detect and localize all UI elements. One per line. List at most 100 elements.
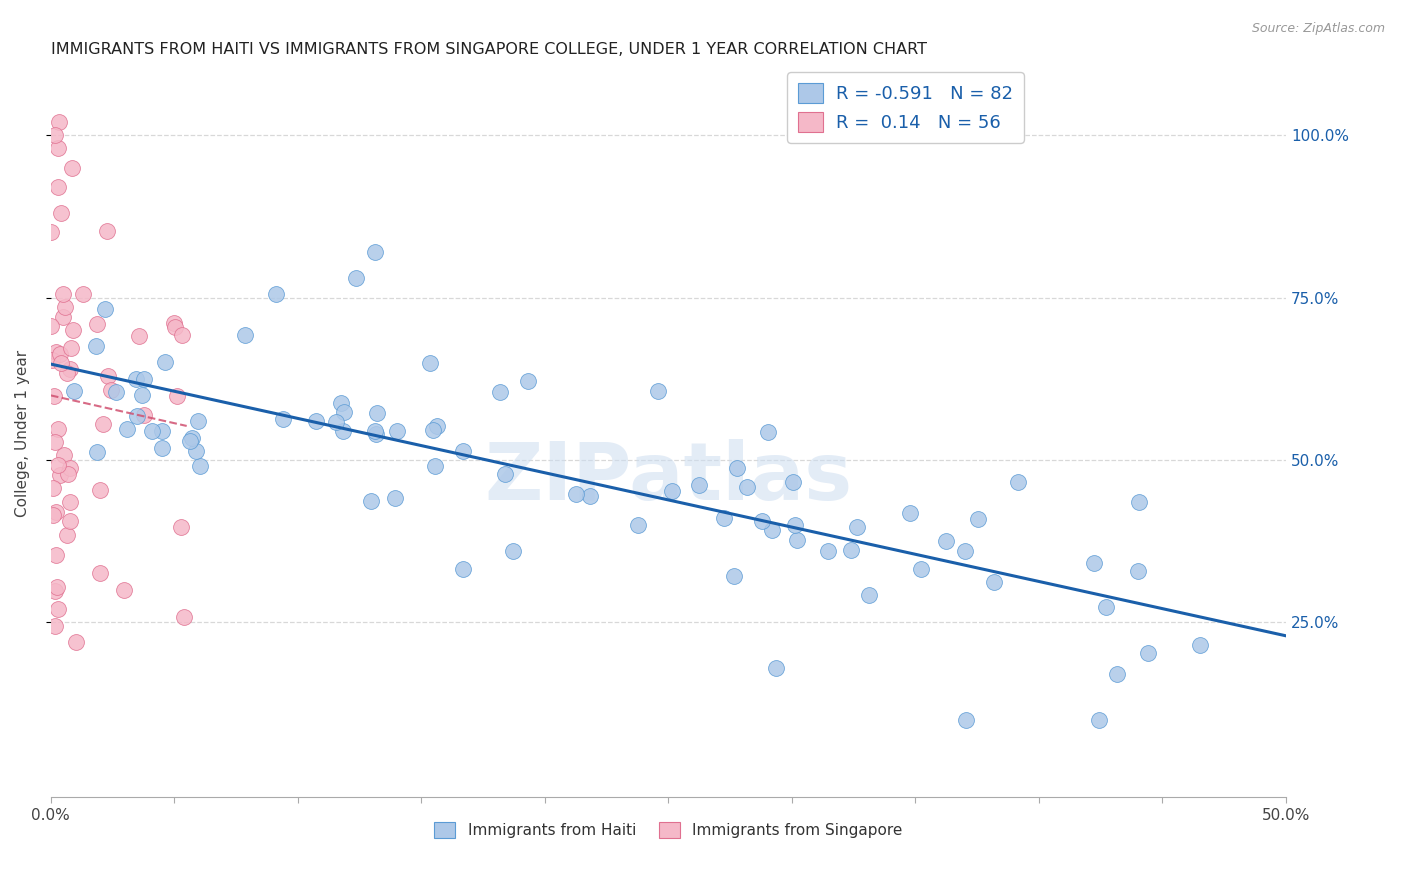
Point [42, 508, 65, 522]
Point [233, 328, 256, 343]
Point [181, 431, 204, 445]
Point [128, 329, 150, 343]
Point [384, 491, 406, 505]
Point [173, 610, 195, 624]
Point [72, 286, 94, 301]
Point [172, 327, 194, 342]
Point [1088, 713, 1111, 727]
Y-axis label: College, Under 1 year: College, Under 1 year [15, 351, 30, 517]
Point [578, 489, 600, 503]
Point [170, 519, 193, 533]
Point [910, 561, 932, 575]
Point [1136, 646, 1159, 660]
Point [163, 316, 186, 330]
Point [134, 372, 156, 386]
Point [166, 389, 188, 403]
Point [966, 512, 988, 526]
Point [45, 580, 67, 594]
Point [53, 300, 76, 314]
Point [44, 128, 66, 143]
Point [735, 480, 758, 494]
Point [419, 356, 441, 370]
Point [1083, 556, 1105, 570]
Point [45, 505, 67, 519]
Point [63, 384, 86, 398]
Point [150, 425, 173, 439]
Point [364, 425, 387, 439]
Point [44, 345, 66, 359]
Point [360, 493, 382, 508]
Point [44, 618, 66, 632]
Point [502, 544, 524, 558]
Point [839, 543, 862, 558]
Point [41, 318, 63, 333]
Point [325, 416, 347, 430]
Point [48, 115, 70, 129]
Point [713, 511, 735, 525]
Point [751, 515, 773, 529]
Point [91, 417, 114, 431]
Point [42, 389, 65, 403]
Point [333, 405, 356, 419]
Point [366, 406, 388, 420]
Text: IMMIGRANTS FROM HAITI VS IMMIGRANTS FROM SINGAPORE COLLEGE, UNDER 1 YEAR CORRELA: IMMIGRANTS FROM HAITI VS IMMIGRANTS FROM… [51, 42, 927, 57]
Point [451, 444, 474, 458]
Point [46, 458, 69, 472]
Point [165, 320, 187, 334]
Point [761, 524, 783, 538]
Point [846, 520, 869, 534]
Point [723, 568, 745, 582]
Point [494, 467, 516, 481]
Point [179, 434, 201, 448]
Point [387, 425, 409, 439]
Point [39, 225, 62, 239]
Point [332, 424, 354, 438]
Point [44, 434, 66, 449]
Point [141, 424, 163, 438]
Point [55, 528, 77, 542]
Point [782, 475, 804, 489]
Point [49, 347, 72, 361]
Point [46, 602, 69, 616]
Point [44, 583, 66, 598]
Point [661, 484, 683, 499]
Point [756, 425, 779, 440]
Legend: Immigrants from Haiti, Immigrants from Singapore: Immigrants from Haiti, Immigrants from S… [427, 816, 908, 845]
Point [150, 442, 173, 456]
Point [86, 317, 108, 331]
Point [344, 271, 367, 285]
Point [271, 412, 294, 426]
Point [186, 444, 208, 458]
Point [783, 518, 806, 533]
Point [688, 478, 710, 492]
Point [59, 461, 82, 475]
Point [89, 483, 111, 497]
Point [65, 634, 87, 648]
Point [187, 414, 209, 428]
Point [59, 514, 82, 528]
Point [1128, 494, 1150, 508]
Point [425, 458, 447, 473]
Point [100, 383, 122, 397]
Point [52, 448, 75, 462]
Point [817, 543, 839, 558]
Point [1126, 564, 1149, 578]
Point [1007, 475, 1029, 489]
Point [786, 533, 808, 547]
Point [305, 413, 328, 427]
Point [41, 352, 63, 367]
Point [52, 310, 75, 325]
Point [94, 301, 117, 316]
Point [59, 495, 82, 509]
Point [51, 206, 73, 220]
Point [955, 713, 977, 727]
Point [1105, 667, 1128, 681]
Point [96, 224, 118, 238]
Point [725, 460, 748, 475]
Point [330, 396, 353, 410]
Point [564, 486, 586, 500]
Text: ZIPatlas: ZIPatlas [484, 439, 852, 516]
Point [647, 384, 669, 399]
Point [105, 384, 128, 399]
Point [48, 467, 70, 482]
